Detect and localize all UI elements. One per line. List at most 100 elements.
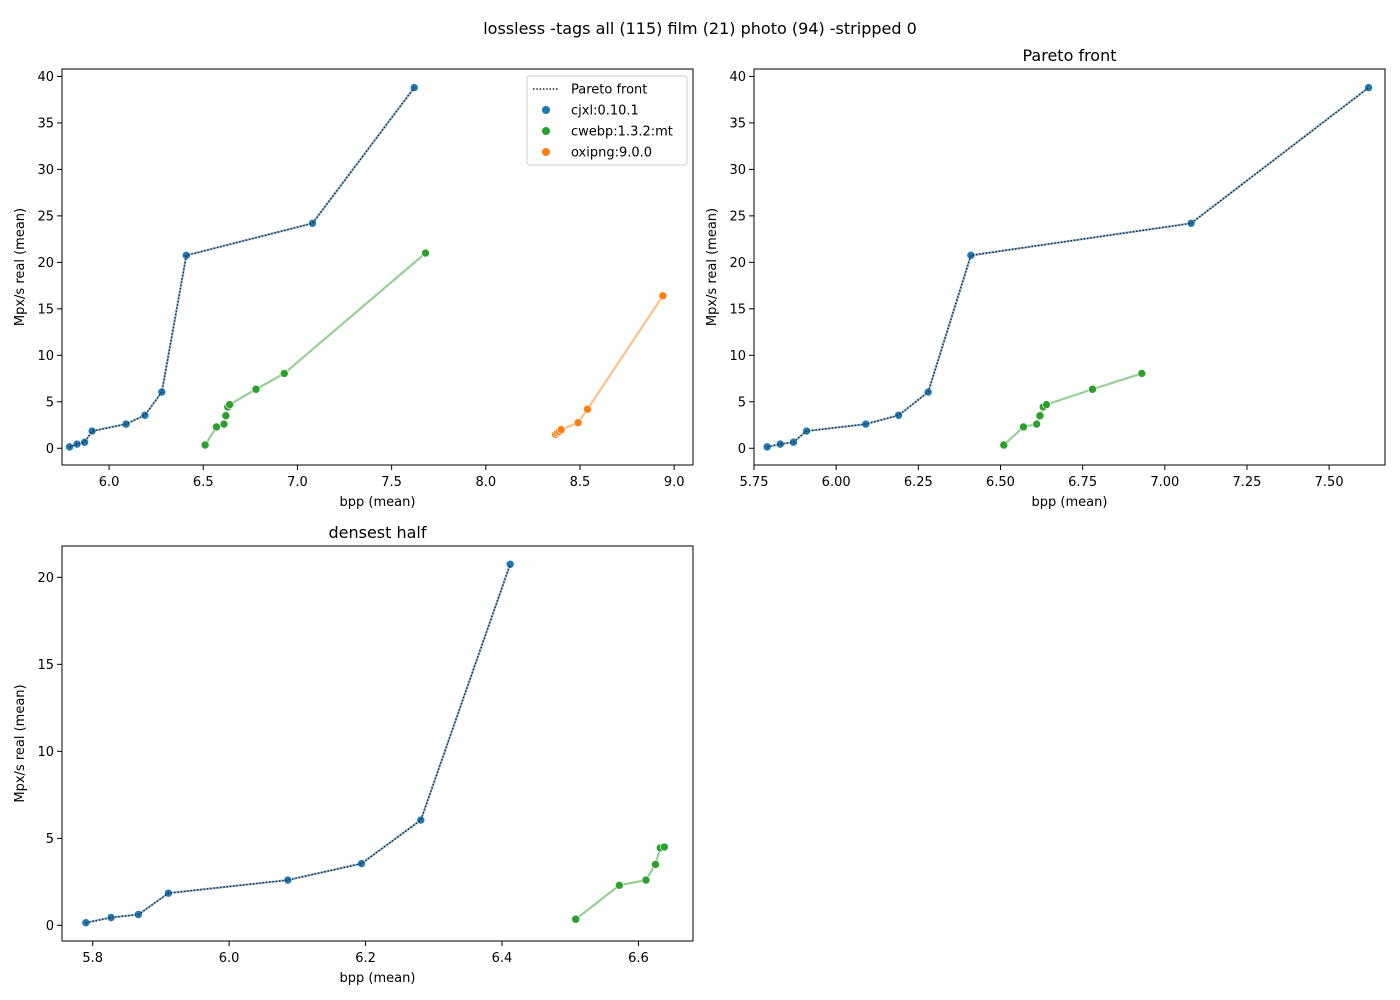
legend-label-1: cjxl:0.10.1: [571, 104, 639, 119]
data-point-densest-1-1: [615, 881, 624, 890]
subplot-title-pareto: Pareto front: [1022, 46, 1116, 65]
plots-layer: 6.0 6.5 7.0 7.5 8.0 8.5 9.0 0 5 10 15 20 25 30 35 40 bpp…: [13, 46, 1386, 986]
y-tick-label-densest-2: 10: [37, 745, 54, 760]
y-tick-label-all-5: 25: [37, 209, 54, 224]
data-point-densest-0-1: [106, 913, 116, 922]
x-tick-label-pareto-6: 7.25: [1232, 475, 1261, 490]
y-tick-label-all-3: 15: [37, 302, 54, 317]
data-point-all-0-2: [80, 437, 89, 447]
y-tick-label-all-4: 20: [37, 256, 54, 271]
data-point-all-0-8: [308, 219, 317, 228]
y-tick-label-all-1: 5: [46, 395, 54, 410]
y-tick-label-pareto-1: 5: [738, 395, 746, 410]
x-axis-label-pareto: bpp (mean): [1032, 495, 1108, 510]
y-axis-label-pareto: Mpx/s real (mean): [705, 208, 720, 326]
series-line-pareto-1: [1003, 372, 1143, 446]
axes-frame-densest: [61, 545, 694, 942]
data-point-all-1-6: [251, 384, 261, 394]
pareto-line-all-0: [69, 87, 415, 448]
x-tick-label-pareto-0: 5.75: [740, 475, 769, 490]
y-tick-label-densest-0: 0: [46, 919, 54, 934]
data-point-densest-1-3: [651, 860, 660, 869]
y-tick-label-all-2: 10: [37, 349, 54, 364]
x-tick-label-pareto-4: 6.75: [1068, 475, 1097, 490]
x-tick-label-all-0: 6.0: [99, 475, 120, 490]
data-point-pareto-1-0: [999, 440, 1009, 450]
subplot-all: 6.0 6.5 7.0 7.5 8.0 8.5 9.0 0 5 10 15 20 25 30 35 40 bpp…: [13, 68, 694, 510]
y-tick-label-pareto-6: 30: [729, 163, 746, 178]
legend-label-2: cwebp:1.3.2:mt: [571, 125, 673, 140]
figure-suptitle: lossless -tags all (115) film (21) photo…: [483, 19, 917, 38]
series-line-all-2: [554, 295, 664, 436]
x-tick-label-all-5: 8.5: [570, 475, 591, 490]
data-point-pareto-0-7: [966, 251, 976, 260]
legend-label-3: oxipng:9.0.0: [571, 146, 652, 161]
series-line-densest-0: [85, 563, 512, 924]
x-tick-label-pareto-7: 7.50: [1315, 475, 1344, 490]
data-point-all-1-5: [225, 400, 234, 409]
legend-swatch-2: [542, 127, 550, 135]
x-tick-label-densest-2: 6.2: [355, 951, 376, 966]
legend-box: [526, 75, 688, 166]
y-tick-label-pareto-8: 40: [729, 70, 746, 85]
x-axis-label-densest: bpp (mean): [340, 971, 416, 986]
data-point-densest-1-2: [641, 875, 651, 885]
y-tick-label-pareto-2: 10: [729, 349, 746, 364]
data-point-all-2-3: [556, 425, 566, 434]
x-tick-label-densest-1: 6.0: [219, 951, 240, 966]
y-axis-label-densest: Mpx/s real (mean): [13, 684, 28, 802]
data-point-densest-1-5: [660, 842, 669, 852]
x-tick-label-all-4: 8.0: [475, 475, 496, 490]
pareto-line-densest-0: [85, 564, 511, 924]
data-point-pareto-1-5: [1042, 400, 1051, 409]
x-tick-label-all-2: 7.0: [287, 475, 308, 490]
data-point-pareto-0-9: [1364, 83, 1373, 92]
axes-frame-pareto: [753, 68, 1386, 466]
series-line-all-1: [204, 252, 427, 446]
subplot-densest: 5.8 6.0 6.2 6.4 6.6 0 5 10 15 20 bpp (mean) Mpx/s r…: [13, 523, 694, 986]
y-tick-label-densest-1: 5: [46, 832, 54, 847]
legend: Pareto front cjxl:0.10.1 cwebp:1.3.2:mt oxi…: [526, 75, 688, 166]
data-point-all-0-3: [87, 426, 97, 436]
x-tick-label-pareto-5: 7.00: [1150, 475, 1179, 490]
data-point-all-2-6: [658, 291, 668, 301]
legend-swatch-3: [542, 148, 550, 156]
data-point-densest-0-6: [416, 815, 426, 825]
data-point-all-1-8: [421, 248, 430, 258]
pareto-line-pareto-0: [767, 87, 1369, 448]
x-tick-label-all-1: 6.5: [193, 475, 214, 490]
data-point-all-1-3: [221, 411, 231, 421]
axes-frame-all: [61, 68, 694, 466]
y-tick-label-pareto-5: 25: [729, 209, 746, 224]
data-point-densest-1-0: [571, 914, 580, 924]
data-point-all-2-5: [583, 404, 592, 414]
x-tick-label-pareto-1: 6.00: [822, 475, 851, 490]
data-point-densest-0-7: [505, 559, 515, 569]
series-line-pareto-0: [766, 86, 1370, 448]
x-axis-label-all: bpp (mean): [340, 495, 416, 510]
data-point-all-1-1: [212, 422, 221, 432]
x-tick-label-pareto-3: 6.50: [986, 475, 1015, 490]
x-tick-label-densest-4: 6.6: [628, 951, 649, 966]
data-point-all-1-2: [219, 419, 229, 429]
y-tick-label-all-8: 40: [37, 70, 54, 85]
data-point-pareto-1-2: [1032, 419, 1041, 429]
y-tick-label-all-7: 35: [37, 116, 54, 131]
y-axis-label-all: Mpx/s real (mean): [13, 208, 28, 326]
y-tick-label-all-6: 30: [37, 163, 54, 178]
legend-label-0: Pareto front: [571, 83, 647, 98]
series-line-all-0: [69, 86, 416, 448]
legend-swatch-1: [542, 106, 550, 114]
x-tick-label-densest-0: 5.8: [82, 951, 103, 966]
data-point-all-2-4: [573, 418, 583, 428]
subplot-title-densest: densest half: [328, 523, 426, 542]
data-point-pareto-0-5: [894, 410, 903, 420]
data-point-pareto-1-1: [1019, 422, 1028, 432]
y-tick-label-all-0: 0: [46, 442, 54, 457]
data-point-pareto-1-7: [1137, 369, 1147, 378]
y-tick-label-pareto-4: 20: [729, 256, 746, 271]
data-point-all-0-5: [140, 410, 150, 420]
data-point-densest-0-5: [357, 859, 366, 868]
data-point-densest-0-4: [283, 875, 293, 885]
